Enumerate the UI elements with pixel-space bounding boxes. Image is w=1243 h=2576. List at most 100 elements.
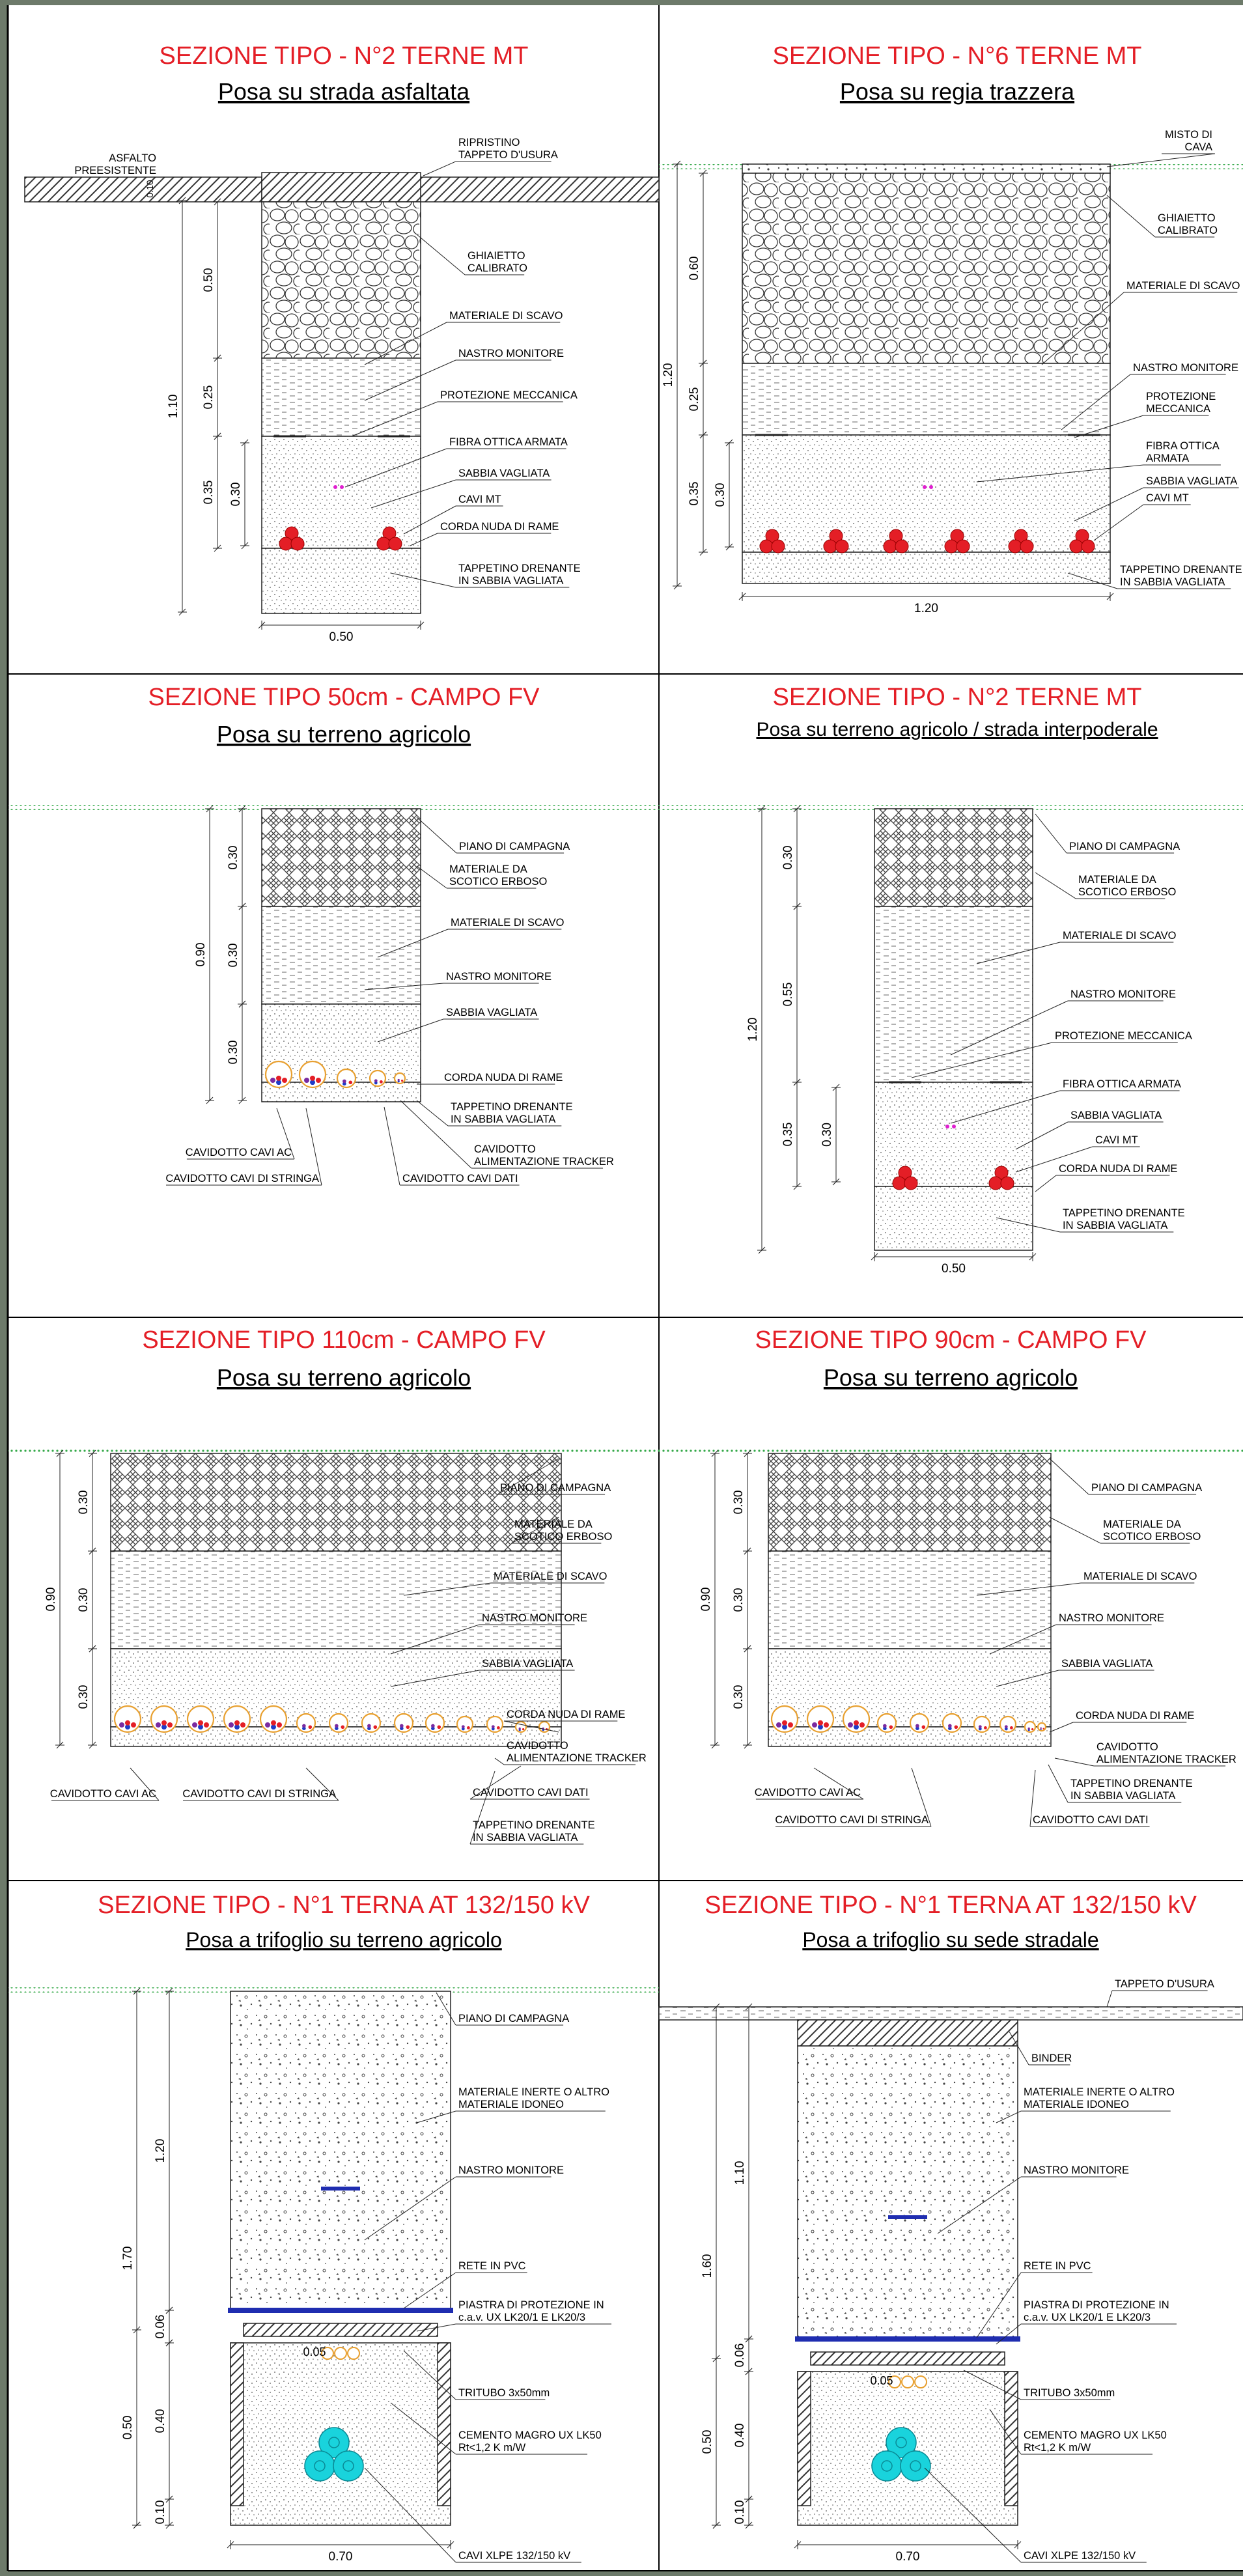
- xlpe-cable: [318, 2427, 350, 2458]
- xlpe-cable: [333, 2450, 364, 2482]
- panel-title: SEZIONE TIPO - N°2 TERNE MT: [773, 684, 1142, 711]
- string-conduit: [361, 1713, 382, 1733]
- tritube-duct: [901, 2375, 914, 2388]
- material-label: CAVIDOTTO CAVI DATI: [1033, 1814, 1149, 1826]
- fiber-optic-cable: [923, 485, 927, 489]
- dimension-label: 0.05: [303, 2345, 326, 2359]
- panel-4-header: SEZIONE TIPO - N°2 TERNE MT Posa su terr…: [756, 684, 1158, 740]
- material-label: TAPPETO D'USURA: [1115, 1978, 1214, 1990]
- protection-slab: [810, 2351, 1005, 2366]
- mt-cable-triplet: [883, 529, 909, 553]
- material-label: CAVIDOTTO CAVI AC: [755, 1787, 861, 1799]
- dimension-label: 0.25: [688, 387, 701, 412]
- ground-surface: [8, 1987, 659, 1993]
- tracker-conduit: [999, 1715, 1017, 1733]
- dimension-label: 0.40: [733, 2424, 747, 2448]
- excavated-material-layer: [261, 906, 421, 1005]
- inert-fill-layer: [230, 1991, 451, 2311]
- material-label: SABBIA VAGLIATA: [1146, 475, 1237, 487]
- material-label: RETE IN PVC: [458, 2260, 526, 2272]
- string-conduit: [425, 1713, 445, 1733]
- dimension-label: 0.30: [714, 483, 727, 507]
- ground-surface: [659, 1449, 1243, 1455]
- dimension-label: 0.30: [781, 846, 795, 870]
- panel-subtitle: Posa su regia trazzera: [840, 78, 1075, 105]
- ac-conduit: [259, 1705, 288, 1733]
- dimension-label: 0.35: [688, 482, 701, 506]
- material-label: PIANO DI CAMPAGNA: [1091, 1482, 1202, 1494]
- panel-7-header: SEZIONE TIPO - N°1 TERNA AT 132/150 kV P…: [98, 1892, 590, 1952]
- excavated-material-layer: [110, 1550, 562, 1649]
- mt-cable-triplet: [892, 1166, 918, 1190]
- panel-title: SEZIONE TIPO 50cm - CAMPO FV: [148, 684, 540, 711]
- material-label: MATERIALE DI SCAVO: [494, 1571, 608, 1582]
- dimension-label: 0.30: [227, 1041, 240, 1065]
- material-label: PROTEZIONE MECCANICA: [1055, 1030, 1192, 1042]
- fiber-optic-cable: [929, 485, 933, 489]
- string-conduit: [876, 1713, 897, 1733]
- ac-conduit: [186, 1705, 215, 1733]
- tritube-duct: [334, 2347, 347, 2360]
- material-label: NASTRO MONITORE: [458, 2164, 564, 2176]
- topsoil-layer: [768, 1453, 1052, 1552]
- fiber-optic-cable: [333, 485, 337, 489]
- material-label: MATERIALE DI SCAVO: [1083, 1571, 1197, 1582]
- drainage-mat-layer: [261, 548, 421, 614]
- panel-title: SEZIONE TIPO - N°2 TERNE MT: [160, 42, 529, 70]
- material-label: PIASTRA DI PROTEZIONE IN c.a.v. UX LK20/1…: [1024, 2299, 1169, 2323]
- material-label: NASTRO MONITORE: [1070, 988, 1176, 1000]
- panel-8-section: 1.60 1.10 0.06 0.50 0.40 0.10 0.05 0.70 TAPPETO …: [658, 1978, 1243, 2564]
- dimension-label: 0.70: [329, 2550, 353, 2564]
- fiber-optic-cable: [945, 1125, 949, 1128]
- panel-1-header: SEZIONE TIPO - N°2 TERNE MT Posa su stra…: [160, 42, 529, 105]
- material-label: RIPRISTINO TAPPETO D'USURA: [458, 137, 558, 161]
- tritube-duct: [888, 2375, 901, 2388]
- topsoil-layer: [874, 808, 1033, 907]
- topsoil-layer: [261, 808, 421, 907]
- tracker-conduit: [369, 1069, 387, 1087]
- string-conduit: [393, 1713, 414, 1733]
- data-conduit: [393, 1072, 406, 1085]
- quarry-mix-layer: [742, 163, 1111, 174]
- ground-surface: [8, 1449, 659, 1455]
- panel-3-header: SEZIONE TIPO 50cm - CAMPO FV Posa su ter…: [148, 684, 540, 748]
- material-label: TAPPETINO DRENANTE IN SABBIA VAGLIATA: [458, 563, 581, 587]
- material-label: MATERIALE DA SCOTICO ERBOSO: [1078, 874, 1177, 898]
- mt-cable-triplet: [759, 529, 785, 553]
- side-slab: [1004, 2371, 1018, 2506]
- fiber-optic-cable: [952, 1125, 956, 1128]
- inert-fill-layer: [797, 2045, 1018, 2340]
- material-label: CORDA NUDA DI RAME: [444, 1072, 563, 1084]
- material-label: CAVIDOTTO ALIMENTAZIONE TRACKER: [1096, 1741, 1236, 1765]
- panel-subtitle: Posa su strada asfaltata: [218, 78, 470, 105]
- panel-subtitle: Posa su terreno agricolo: [217, 1364, 471, 1391]
- material-label: NASTRO MONITORE: [446, 971, 552, 983]
- material-label: FIBRA OTTICA ARMATA: [1146, 440, 1220, 464]
- excavated-material-layer: [874, 906, 1033, 1083]
- material-label: FIBRA OTTICA ARMATA: [1063, 1078, 1181, 1090]
- ac-conduit: [113, 1705, 142, 1733]
- excavated-material-layer: [261, 357, 421, 437]
- excavated-material-layer: [742, 363, 1111, 436]
- drainage-mat-layer: [742, 552, 1111, 584]
- material-label: CEMENTO MAGRO UX LK50 Rt<1,2 K m/W: [1024, 2429, 1167, 2454]
- tritube-duct: [321, 2347, 334, 2360]
- panel-3-section: 0.90 0.30 0.30 0.30 PIANO DI CAMPAGNA MATERIA…: [8, 805, 659, 1186]
- dimension-label: 0.06: [733, 2344, 747, 2368]
- dimension-label: 0.50: [701, 2430, 714, 2454]
- material-label: SABBIA VAGLIATA: [482, 1658, 573, 1670]
- mt-cable-triplet: [1008, 529, 1034, 553]
- binder-layer: [797, 2019, 1018, 2047]
- material-label: PIASTRA DI PROTEZIONE IN c.a.v. UX LK20/1…: [458, 2299, 604, 2323]
- dimension-label: 0.10: [145, 180, 155, 197]
- mt-cable-triplet: [823, 529, 849, 553]
- side-slab: [797, 2371, 811, 2506]
- material-label: RETE IN PVC: [1024, 2260, 1091, 2272]
- dimension-label: 0.30: [820, 1123, 834, 1147]
- material-label: PROTEZIONE MECCANICA: [440, 389, 578, 401]
- material-label: CEMENTO MAGRO UX LK50 Rt<1,2 K m/W: [458, 2429, 602, 2454]
- material-label: BINDER: [1031, 2052, 1072, 2064]
- ac-conduit: [842, 1705, 871, 1733]
- dimension-label: 0.30: [732, 1491, 746, 1515]
